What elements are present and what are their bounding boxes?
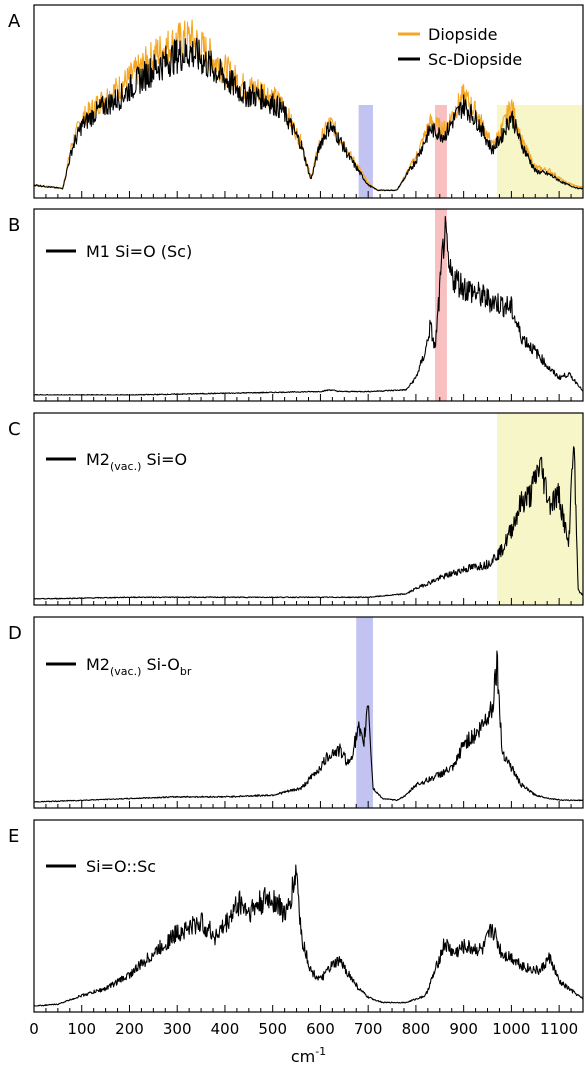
panel-D: D M2(vac.) Si-Obr xyxy=(8,616,584,809)
legend-label-0: Diopside xyxy=(428,25,498,44)
x-tick-label-2: 200 xyxy=(115,1020,144,1038)
x-tick-label-10: 1000 xyxy=(492,1020,530,1038)
highlight-band-D-0 xyxy=(356,617,373,808)
highlight-band-C-0 xyxy=(497,413,583,605)
x-tick-label-0: 0 xyxy=(29,1020,39,1038)
highlight-band-B-0 xyxy=(435,209,447,401)
panel-E: ESi=O::Sc0 100 200 300 400 500 600 700 800 900 100… xyxy=(8,819,584,1066)
x-axis-label: cm-1 xyxy=(291,1045,326,1066)
legend-label-D: M2(vac.) Si-Obr xyxy=(86,655,192,678)
series-line-D-0 xyxy=(34,650,584,803)
series-line-B-0 xyxy=(33,215,584,396)
x-tick-label-9: 900 xyxy=(449,1020,478,1038)
x-tick-label-11: 1100 xyxy=(540,1020,578,1038)
panel-letter-A: A xyxy=(8,11,21,32)
legend-label-1: Sc-Diopside xyxy=(428,50,522,69)
panel-letter-C: C xyxy=(8,419,21,440)
x-tick-label-1: 100 xyxy=(67,1020,96,1038)
series-line-A-1 xyxy=(33,37,584,192)
x-tick-label-5: 500 xyxy=(258,1020,287,1038)
highlight-band-A-1 xyxy=(435,105,447,198)
legend-label-B: M1 Si=O (Sc) xyxy=(86,242,192,261)
series-line-E-0 xyxy=(33,864,584,1007)
panel-letter-D: D xyxy=(8,623,22,644)
x-tick-label-7: 700 xyxy=(354,1020,383,1038)
legend-label-E: Si=O::Sc xyxy=(86,857,156,876)
x-tick-label-4: 400 xyxy=(211,1020,240,1038)
panel-B: B M1 Si=O (Sc) xyxy=(8,208,584,402)
panel-C: C M2(vac.) Si=O xyxy=(8,412,584,606)
highlight-band-A-0 xyxy=(358,105,373,198)
x-tick-label-3: 300 xyxy=(163,1020,192,1038)
panel-A: A Diopside Sc-Diopside xyxy=(8,4,584,199)
x-tick-label-8: 800 xyxy=(402,1020,431,1038)
panel-letter-E: E xyxy=(8,826,19,847)
x-tick-label-6: 600 xyxy=(306,1020,335,1038)
series-line-C-0 xyxy=(33,446,584,600)
legend-label-C: M2(vac.) Si=O xyxy=(86,450,187,473)
panel-letter-B: B xyxy=(8,215,20,236)
